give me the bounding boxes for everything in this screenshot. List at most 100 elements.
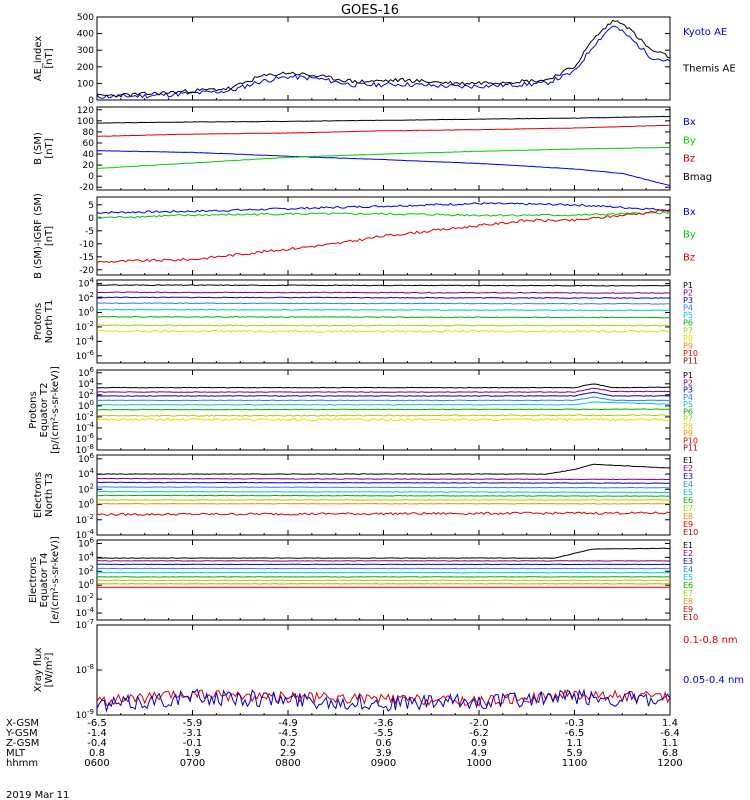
y-tick-label: 102	[78, 482, 94, 495]
y-tick-label: 10-2	[76, 320, 94, 333]
y-tick-label: 106	[78, 366, 94, 379]
x-axis-value: 3.9	[376, 748, 392, 759]
legend-0-05-0-4-nm: 0.05-0.4 nm	[683, 675, 744, 686]
series-line-e6	[97, 494, 670, 497]
legend-p8: P8	[683, 334, 693, 343]
y-tick-label: 106	[78, 452, 94, 465]
panel-frame	[96, 16, 671, 101]
y-tick-label: 10-2	[76, 592, 94, 605]
x-axis-value: -6.5	[87, 718, 107, 729]
series-line-p4	[97, 396, 670, 402]
x-axis-value: 1.1	[567, 738, 583, 749]
legend-e2: E2	[683, 464, 693, 473]
y-tick-label: 100	[77, 117, 94, 127]
x-axis-value: 0800	[275, 758, 300, 769]
y-tick-label: 10-4	[76, 334, 95, 347]
legend-bz: Bz	[683, 252, 695, 263]
series-line-e8	[97, 502, 670, 505]
legend-e10: E10	[683, 528, 698, 537]
x-axis-value: 1.1	[662, 738, 678, 749]
legend-p7: P7	[683, 415, 693, 424]
series-line-p6	[97, 315, 670, 319]
legend-e6: E6	[683, 496, 693, 505]
legend-p2: P2	[683, 289, 693, 298]
legend-p10: P10	[683, 349, 698, 358]
x-axis-value: -0.1	[183, 738, 203, 749]
series-line-e4	[97, 486, 670, 489]
x-axis-row-label: MLT	[6, 748, 26, 759]
x-axis-value: 0.2	[280, 738, 296, 749]
y-tick-label: 10-4	[76, 421, 95, 434]
legend-e1: E1	[683, 541, 693, 550]
x-axis-value: 6.8	[662, 748, 678, 759]
date-label: 2019 Mar 11	[6, 790, 69, 800]
y-axis-label: Xray flux	[33, 648, 44, 693]
legend-p3: P3	[683, 296, 693, 305]
y-tick-label: 0	[88, 172, 94, 182]
y-tick-label: 10-6	[76, 432, 95, 445]
legend-e7: E7	[683, 504, 693, 513]
y-axis-label: North T3	[44, 473, 55, 517]
legend-e7: E7	[683, 589, 693, 598]
legend-e3: E3	[683, 557, 693, 566]
series-line-bz	[97, 209, 670, 264]
y-axis-label: B (SM)	[33, 132, 44, 165]
y-tick-label: 200	[77, 63, 94, 73]
series-line-e2	[97, 477, 670, 481]
legend-p7: P7	[683, 326, 693, 335]
legend-e8: E8	[683, 597, 693, 606]
y-axis-label: AE_index	[33, 36, 44, 82]
y-tick-label: 100	[78, 399, 94, 412]
series-line-p3	[97, 296, 670, 299]
series-line-p5	[97, 401, 670, 406]
y-tick-label: 500	[77, 13, 94, 23]
page-title: GOES-16	[341, 3, 399, 18]
x-axis-table: X-GSMY-GSMZ-GSMMLThhmm-6.5-1.4-0.40.8060…	[5, 718, 683, 769]
x-axis-value: -6.2	[469, 728, 489, 739]
series-line-bz	[97, 124, 670, 137]
y-tick-label: 102	[78, 388, 94, 401]
legend-e8: E8	[683, 512, 693, 521]
legend-e6: E6	[683, 581, 693, 590]
y-tick-label: 60	[83, 139, 95, 149]
y-axis-label: [W/m²]	[44, 652, 55, 687]
series-line-p3	[97, 391, 670, 397]
series-line-p2	[97, 387, 670, 393]
x-axis-value: 5.9	[567, 748, 583, 759]
x-axis-row-label: X-GSM	[6, 718, 39, 729]
legend-e5: E5	[683, 488, 693, 497]
panel-1: 0 100 200 300 400 500 AE_index [nT] Kyoto AE Them…	[33, 13, 736, 106]
series-line-e7	[97, 579, 670, 582]
x-axis-value: 1200	[657, 758, 682, 769]
y-tick-label: 120	[77, 106, 94, 116]
y-axis-label: [p/(cm²-s-sr-keV)]	[50, 366, 61, 454]
legend-p6: P6	[683, 319, 693, 328]
y-axis-label: [nT]	[44, 48, 55, 68]
x-axis-value: 4.9	[471, 748, 487, 759]
y-tick-label: -15	[79, 253, 94, 263]
y-tick-label: 5	[88, 201, 94, 211]
x-axis-value: -6.4	[660, 728, 680, 739]
legend-p11: P11	[683, 356, 698, 365]
x-axis-row-label: Y-GSM	[5, 728, 38, 739]
panel-3: -20 -15 -10 -5 0 5 B (SM)-IGRF (SM) [nT] Bx By Bz	[33, 193, 696, 279]
y-tick-label: 10-4	[76, 606, 95, 619]
y-tick-label: 0	[88, 96, 94, 106]
legend-bz: Bz	[683, 154, 695, 165]
series-line-by	[97, 146, 670, 170]
legend-p1: P1	[683, 281, 693, 290]
y-tick-label: 40	[83, 150, 95, 160]
panel-frame	[96, 196, 671, 276]
legend-p1: P1	[683, 371, 693, 380]
y-tick-label: -5	[85, 227, 94, 237]
legend-e3: E3	[683, 472, 693, 481]
legend-p9: P9	[683, 429, 693, 438]
legend-e5: E5	[683, 573, 693, 582]
y-tick-label: 100	[78, 498, 94, 511]
legend-e4: E4	[683, 565, 693, 574]
